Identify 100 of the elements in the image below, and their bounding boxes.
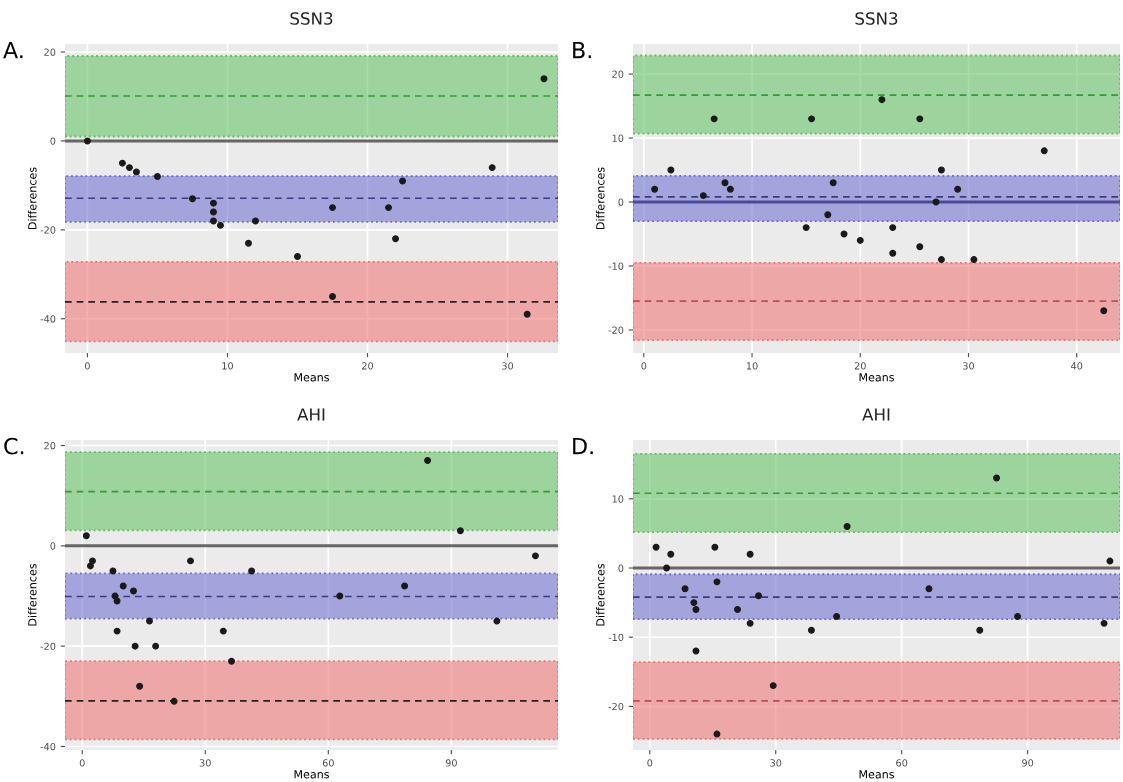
point (755, 592, 763, 600)
point (187, 557, 194, 565)
y-tick-label: 10 (612, 134, 624, 142)
point (824, 211, 832, 219)
point (83, 137, 91, 145)
x-tick-label: 10 (222, 362, 234, 370)
x-tick-label: 30 (502, 362, 514, 370)
x-tick-label: 60 (322, 759, 334, 767)
chart-title: AHI (297, 408, 325, 421)
point (651, 185, 659, 193)
point (829, 179, 837, 187)
point (540, 75, 548, 83)
x-tick-label: 20 (362, 362, 374, 370)
point (713, 730, 721, 738)
point (188, 195, 196, 203)
point (82, 532, 90, 540)
point (209, 208, 217, 216)
point (228, 657, 235, 665)
y-axis-title: Differences (595, 167, 605, 230)
point (856, 236, 864, 244)
y-tick-label: -20 (608, 702, 624, 711)
y-tick-label: 0 (618, 564, 624, 572)
y-tick-label: -10 (608, 262, 624, 270)
point (1106, 557, 1114, 565)
x-tick-label: 30 (770, 759, 782, 767)
point (1040, 147, 1048, 155)
y-tick-label: 10 (612, 495, 624, 503)
point (329, 293, 336, 301)
point (385, 204, 393, 212)
point (209, 217, 217, 225)
y-tick-label: -40 (40, 742, 56, 751)
point (118, 159, 126, 167)
point (109, 567, 117, 575)
point (937, 256, 945, 264)
point (667, 166, 675, 174)
point (401, 582, 409, 590)
point (216, 221, 224, 229)
point (86, 562, 94, 570)
x-axis-title: Means (294, 373, 329, 382)
point (833, 612, 841, 620)
point (692, 606, 700, 614)
point (746, 550, 754, 558)
point (726, 185, 734, 193)
point (136, 682, 144, 690)
point (663, 564, 671, 572)
chart-title: AHI (862, 408, 890, 421)
x-axis-title: Means (859, 770, 894, 779)
point (252, 217, 259, 225)
point (734, 606, 742, 614)
point (329, 204, 336, 212)
point (710, 115, 718, 123)
x-tick-label: 30 (199, 759, 211, 767)
point (878, 96, 886, 104)
text: B. (573, 41, 591, 59)
y-tick-label: -10 (608, 633, 624, 642)
point (889, 249, 897, 257)
y-tick-label: 20 (44, 442, 56, 450)
x-tick-label: 30 (963, 362, 975, 370)
point (523, 310, 531, 318)
point (1100, 307, 1108, 315)
point (130, 587, 137, 595)
y-tick-label: -40 (40, 315, 56, 323)
point (219, 627, 227, 635)
point (152, 642, 160, 650)
point (916, 115, 924, 123)
y-tick-label: -20 (608, 326, 624, 334)
point (170, 697, 178, 705)
point (976, 626, 984, 634)
point (493, 617, 501, 625)
y-tick-label: 0 (618, 198, 624, 206)
x-tick-label: 90 (445, 759, 457, 767)
point (667, 550, 675, 558)
point (131, 642, 139, 650)
y-tick-label: 20 (44, 48, 56, 56)
point (802, 224, 810, 232)
point (807, 626, 815, 634)
point (125, 164, 133, 172)
point (456, 527, 464, 535)
point (925, 585, 933, 593)
x-tick-label: 10 (746, 362, 758, 370)
y-tick-label: -20 (40, 226, 56, 234)
text: D. (573, 437, 593, 455)
point (392, 235, 400, 243)
point (294, 253, 301, 260)
x-axis-title: Means (859, 373, 894, 382)
point (531, 552, 539, 560)
x-tick-label: 60 (896, 759, 908, 767)
point (336, 592, 344, 600)
point (954, 185, 962, 193)
point (889, 224, 897, 232)
y-tick-label: 0 (50, 542, 56, 550)
point (681, 585, 689, 593)
point (153, 173, 161, 180)
point (713, 578, 721, 586)
point (488, 164, 496, 172)
y-axis-title: Differences (27, 563, 37, 626)
point (937, 166, 945, 174)
point (652, 543, 660, 551)
x-tick-label: 0 (79, 759, 85, 767)
point (993, 474, 1001, 482)
